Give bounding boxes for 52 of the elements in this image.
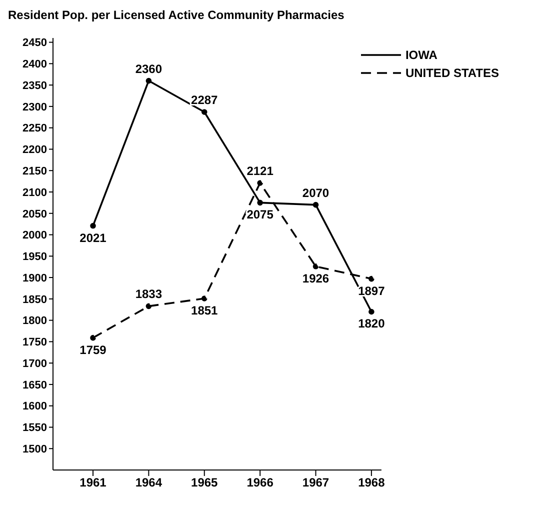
point — [368, 276, 374, 282]
point — [146, 78, 152, 84]
y-tick-label: 2000 — [22, 230, 47, 242]
y-tick-label: 1550 — [22, 422, 47, 434]
x-tick-label: 1965 — [191, 476, 218, 490]
point — [90, 334, 96, 341]
y-tick-label: 2250 — [22, 122, 47, 135]
point — [312, 202, 319, 208]
data-label: 1833 — [135, 287, 162, 302]
data-label: 2075 — [246, 208, 274, 222]
y-tick-label: 1650 — [22, 379, 47, 392]
y-tick-label: 1800 — [22, 315, 47, 328]
y-tick-label: 1700 — [22, 358, 47, 370]
legend-label: IOWA — [405, 48, 438, 62]
point — [201, 109, 208, 115]
data-label: 1926 — [302, 271, 330, 286]
y-tick-label: 1850 — [22, 294, 47, 306]
y-tick-label: 2300 — [22, 101, 47, 114]
point — [90, 222, 96, 229]
y-tick-label: 2200 — [22, 144, 47, 156]
y-tick-label: 1950 — [22, 251, 47, 264]
data-label: 1851 — [191, 303, 218, 318]
y-tick-label: 2450 — [22, 37, 47, 50]
data-label: 2287 — [191, 92, 218, 107]
x-tick-label: 1967 — [302, 476, 330, 490]
x-tick-label: 1961 — [80, 476, 107, 490]
data-label: 2021 — [80, 230, 107, 245]
x-tick-label: 1966 — [246, 476, 274, 490]
data-label: 1820 — [358, 316, 386, 331]
y-tick-label: 1900 — [22, 272, 47, 284]
y-tick-label: 1500 — [22, 444, 47, 456]
x-tick-label: 1968 — [358, 476, 386, 490]
y-tick-label: 2350 — [22, 80, 47, 92]
point — [257, 200, 263, 206]
data-label: 2121 — [246, 164, 274, 178]
chart-title: Resident Pop. per Licensed Active Community Pharmacies — [8, 8, 346, 24]
point — [312, 264, 319, 270]
point — [368, 308, 374, 315]
point — [201, 296, 208, 302]
point — [146, 303, 152, 310]
point — [257, 180, 263, 186]
x-tick-label: 1964 — [135, 476, 162, 490]
y-tick-label: 1600 — [22, 400, 47, 413]
data-label: 1759 — [80, 342, 107, 357]
y-tick-label: 2400 — [22, 58, 47, 71]
y-tick-label: 2100 — [22, 186, 47, 199]
data-label: 2360 — [135, 62, 162, 76]
legend-label: UNITED STATES — [405, 66, 499, 80]
y-tick-label: 2150 — [22, 166, 47, 178]
y-tick-label: 2050 — [22, 208, 47, 220]
data-label: 2070 — [302, 186, 330, 200]
y-tick-label: 1750 — [22, 336, 47, 349]
